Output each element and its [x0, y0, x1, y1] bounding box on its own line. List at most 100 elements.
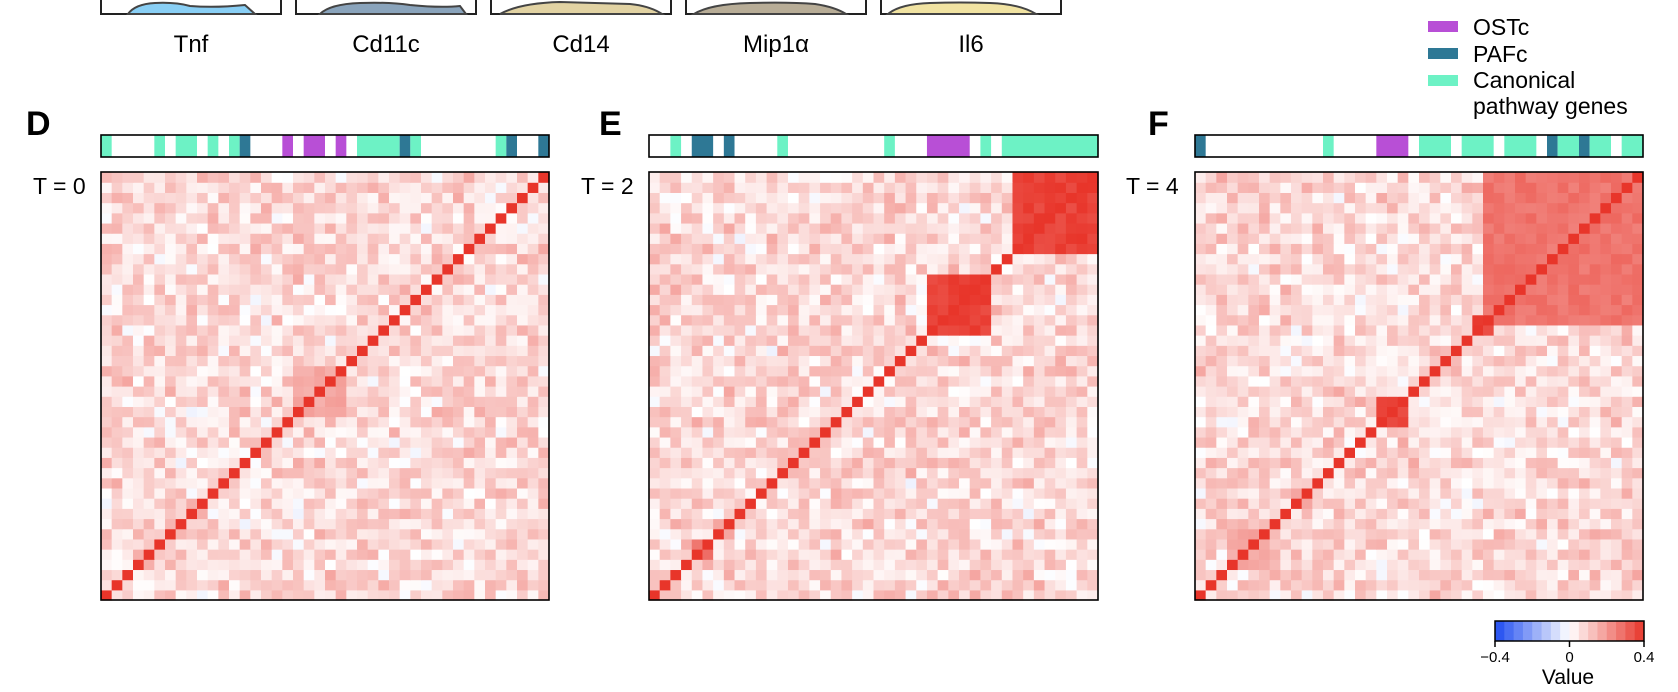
heatmap-cell [1012, 579, 1024, 591]
heatmap-cell [1504, 477, 1516, 489]
heatmap-cell [798, 467, 810, 479]
heatmap-cell [293, 426, 305, 438]
heatmap-cell [1301, 284, 1313, 295]
heatmap-cell [111, 457, 123, 469]
heatmap-cell [1344, 498, 1356, 509]
heatmap-cell [1408, 528, 1420, 540]
heatmap-cell [1621, 589, 1633, 601]
heatmap-cell [1621, 263, 1633, 275]
heatmap-cell [1525, 477, 1537, 489]
heatmap-cell [1493, 263, 1505, 275]
heatmap-cell [1033, 202, 1046, 214]
heatmap-cell [969, 172, 981, 183]
heatmap-cell [926, 304, 939, 316]
heatmap-panel-e [648, 171, 1099, 601]
heatmap-cell [884, 498, 896, 509]
heatmap-cell [357, 233, 369, 244]
heatmap-cell [154, 294, 166, 306]
heatmap-cell [1237, 426, 1249, 438]
heatmap-cell [1525, 263, 1537, 275]
heatmap-cell [1568, 273, 1580, 285]
heatmap-cell [1248, 416, 1260, 428]
heatmap-cell [980, 284, 992, 295]
heatmap-cell [293, 559, 305, 571]
heatmap-cell [670, 579, 682, 591]
heatmap-cell [1280, 406, 1292, 418]
heatmap-cell [442, 212, 454, 224]
heatmap-cell [1280, 447, 1292, 458]
legend-swatch-canonical [1428, 75, 1458, 86]
heatmap-cell [186, 324, 198, 336]
heatmap-cell [357, 589, 369, 601]
heatmap-cell [154, 569, 166, 581]
heatmap-cell [421, 518, 433, 530]
heatmap-cell [1023, 569, 1035, 581]
heatmap-cell [852, 192, 864, 204]
heatmap-cell [453, 528, 465, 540]
heatmap-cell [734, 273, 746, 285]
heatmap-cell [111, 202, 123, 214]
heatmap-cell [916, 284, 928, 295]
heatmap-cell [1001, 447, 1014, 458]
heatmap-cell [1408, 549, 1420, 560]
heatmap-cell [1451, 487, 1463, 499]
heatmap-cell [431, 386, 443, 397]
heatmap-cell [1483, 528, 1495, 540]
heatmap-cell [517, 406, 529, 418]
heatmap-cell [1227, 538, 1239, 550]
heatmap-cell [681, 498, 693, 509]
heatmap-cell [186, 243, 198, 255]
heatmap-cell [154, 457, 166, 469]
heatmap-cell [991, 549, 1003, 560]
heatmap-cell [1515, 498, 1527, 509]
heatmap-cell [389, 436, 401, 448]
heatmap-cell [303, 528, 315, 540]
heatmap-cell [122, 518, 134, 530]
heatmap-cell [691, 355, 704, 367]
heatmap-cell [1065, 222, 1078, 234]
heatmap-cell [293, 498, 305, 509]
heatmap-cell [1312, 467, 1324, 479]
heatmap-cell [1557, 375, 1569, 387]
heatmap-cell [506, 396, 518, 407]
heatmap-cell [1493, 345, 1505, 357]
heatmap-cell [1376, 294, 1388, 306]
heatmap-cell [937, 416, 949, 428]
heatmap-cell [1355, 335, 1367, 346]
heatmap-cell [894, 304, 907, 316]
heatmap-cell [122, 335, 134, 346]
heatmap-cell [894, 284, 907, 295]
heatmap-cell [527, 447, 539, 458]
heatmap-cell [894, 355, 907, 367]
heatmap-cell [1515, 426, 1527, 438]
heatmap-cell [207, 498, 219, 509]
heatmap-cell [1397, 447, 1409, 458]
heatmap-cell [659, 569, 671, 581]
heatmap-cell [1365, 457, 1377, 469]
heatmap-cell [1291, 528, 1303, 540]
heatmap-cell [1001, 406, 1014, 418]
heatmap-cell [1065, 498, 1078, 509]
heatmap-cell [723, 457, 736, 469]
heatmap-cell [506, 345, 518, 357]
heatmap-cell [1227, 528, 1239, 540]
heatmap-cell [463, 304, 475, 316]
heatmap-cell [399, 579, 411, 591]
heatmap-cell [229, 396, 241, 407]
heatmap-cell [980, 304, 992, 316]
heatmap-cell [474, 508, 486, 520]
heatmap-cell [1280, 396, 1292, 407]
heatmap-cell [798, 508, 810, 520]
heatmap-cell [1579, 447, 1591, 458]
heatmap-cell [991, 538, 1003, 550]
heatmap-cell [681, 589, 693, 601]
heatmap-cell [197, 355, 209, 367]
heatmap-cell [463, 212, 475, 224]
heatmap-cell [1205, 284, 1217, 295]
heatmap-cell [723, 273, 736, 285]
heatmap-cell [1461, 467, 1473, 479]
heatmap-cell [1355, 467, 1367, 479]
heatmap-cell [495, 324, 507, 336]
heatmap-cell [1237, 498, 1249, 509]
heatmap-cell [314, 172, 326, 183]
